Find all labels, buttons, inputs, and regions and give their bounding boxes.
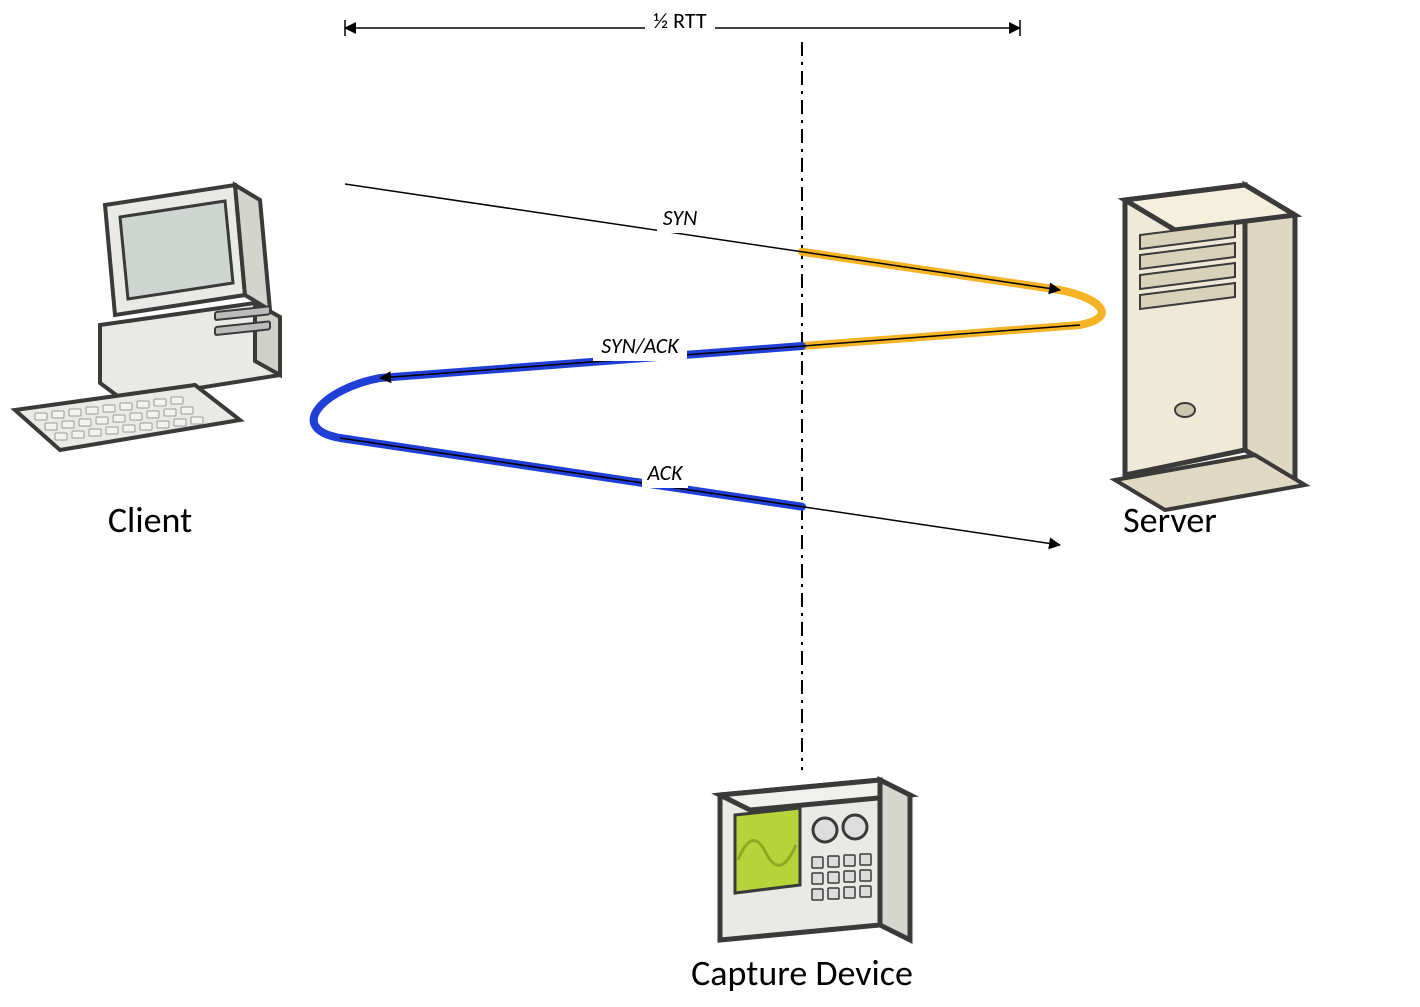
server-label: Server bbox=[1123, 498, 1217, 542]
capture-device-icon bbox=[720, 780, 910, 940]
client-icon bbox=[15, 185, 280, 450]
syn-arrow-label: SYN bbox=[663, 204, 698, 231]
capture-device-label: Capture Device bbox=[691, 951, 913, 995]
client-label: Client bbox=[108, 498, 192, 542]
ack-arrow: ACK bbox=[340, 438, 1060, 545]
server-icon bbox=[1115, 185, 1305, 510]
rtt-server-half bbox=[802, 252, 1102, 346]
syn-arrow: SYN bbox=[345, 184, 1060, 290]
rtt-measure: ½ RTT bbox=[345, 7, 1020, 36]
synack-arrow-label: SYN/ACK bbox=[601, 332, 680, 359]
ack-arrow-label: ACK bbox=[646, 459, 684, 486]
rtt-label: ½ RTT bbox=[653, 7, 706, 34]
rtt-client-half bbox=[314, 346, 802, 507]
synack-arrow: SYN/ACK bbox=[380, 325, 1080, 378]
